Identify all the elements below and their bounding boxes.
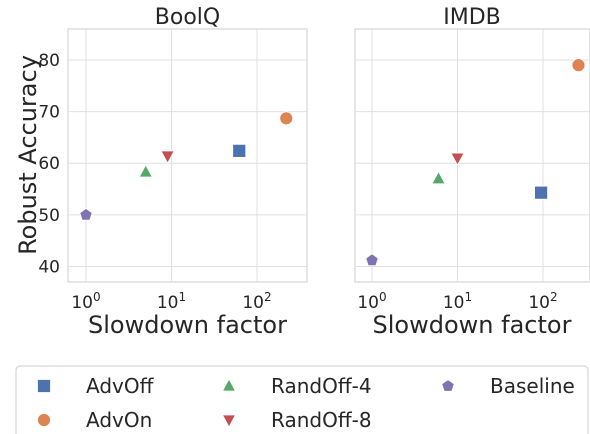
legend-label-advoff: AdvOff <box>86 374 155 398</box>
panel-imdb: IMDB 100 101 102 Slowdown factor <box>354 5 590 339</box>
legend-marker-randoff-8 <box>221 414 237 428</box>
x-axis-label-imdb: Slowdown factor <box>373 311 572 339</box>
marks-boolq <box>79 111 294 221</box>
point-randoff-4 <box>431 170 446 185</box>
x-ticks-imdb: 100 101 102 <box>357 290 557 313</box>
chart-title-imdb: IMDB <box>443 5 501 30</box>
plot-area-boolq <box>67 28 308 283</box>
legend-label-advon: AdvOn <box>86 408 152 432</box>
legend-marker-randoff-4 <box>221 378 237 392</box>
x-ticks-boolq: 100 101 102 <box>71 290 271 313</box>
point-baseline <box>365 253 379 267</box>
grid-imdb <box>355 29 590 282</box>
y-tick-label: 70 <box>38 103 60 123</box>
point-advon <box>279 111 294 126</box>
x-tick-label: 100 <box>71 290 100 313</box>
legend-marker-baseline <box>441 379 455 392</box>
point-advon <box>571 58 586 73</box>
y-tick-label: 60 <box>38 154 60 174</box>
y-ticks-boolq: 40 50 60 70 80 <box>38 51 60 278</box>
x-tick-label: 102 <box>528 290 557 313</box>
y-tick-label: 40 <box>38 258 60 278</box>
panel-boolq: BoolQ 40 50 60 70 80 100 101 102 Slowdown fact… <box>14 5 308 339</box>
legend-label-randoff-4: RandOff-4 <box>271 374 372 398</box>
marks-imdb <box>365 58 586 267</box>
y-tick-label: 80 <box>38 51 60 71</box>
legend-label-baseline: Baseline <box>490 374 575 398</box>
point-randoff-4 <box>138 164 153 178</box>
point-advoff <box>534 185 548 200</box>
plot-area-imdb <box>354 28 590 283</box>
point-baseline <box>79 207 93 221</box>
point-advoff <box>232 143 247 158</box>
y-tick-label: 50 <box>38 206 60 226</box>
legend-items: AdvOff RandOff-4 Baseline AdvOn RandOff-8 <box>37 374 575 432</box>
legend-marker-advoff <box>37 379 51 393</box>
point-randoff-8 <box>160 150 175 164</box>
y-axis-label: Robust Accuracy <box>14 55 42 255</box>
legend-marker-advon <box>37 413 51 427</box>
x-tick-label: 101 <box>443 290 472 313</box>
point-randoff-8 <box>450 152 465 166</box>
x-tick-label: 102 <box>242 290 271 313</box>
chart-title-boolq: BoolQ <box>155 5 220 30</box>
legend: AdvOff RandOff-4 Baseline AdvOn RandOff-8 <box>15 365 589 434</box>
grid-boolq <box>68 29 307 282</box>
x-axis-label-boolq: Slowdown factor <box>88 311 287 339</box>
legend-label-randoff-8: RandOff-8 <box>271 408 372 432</box>
x-tick-label: 101 <box>157 290 186 313</box>
x-tick-label: 100 <box>357 290 386 313</box>
